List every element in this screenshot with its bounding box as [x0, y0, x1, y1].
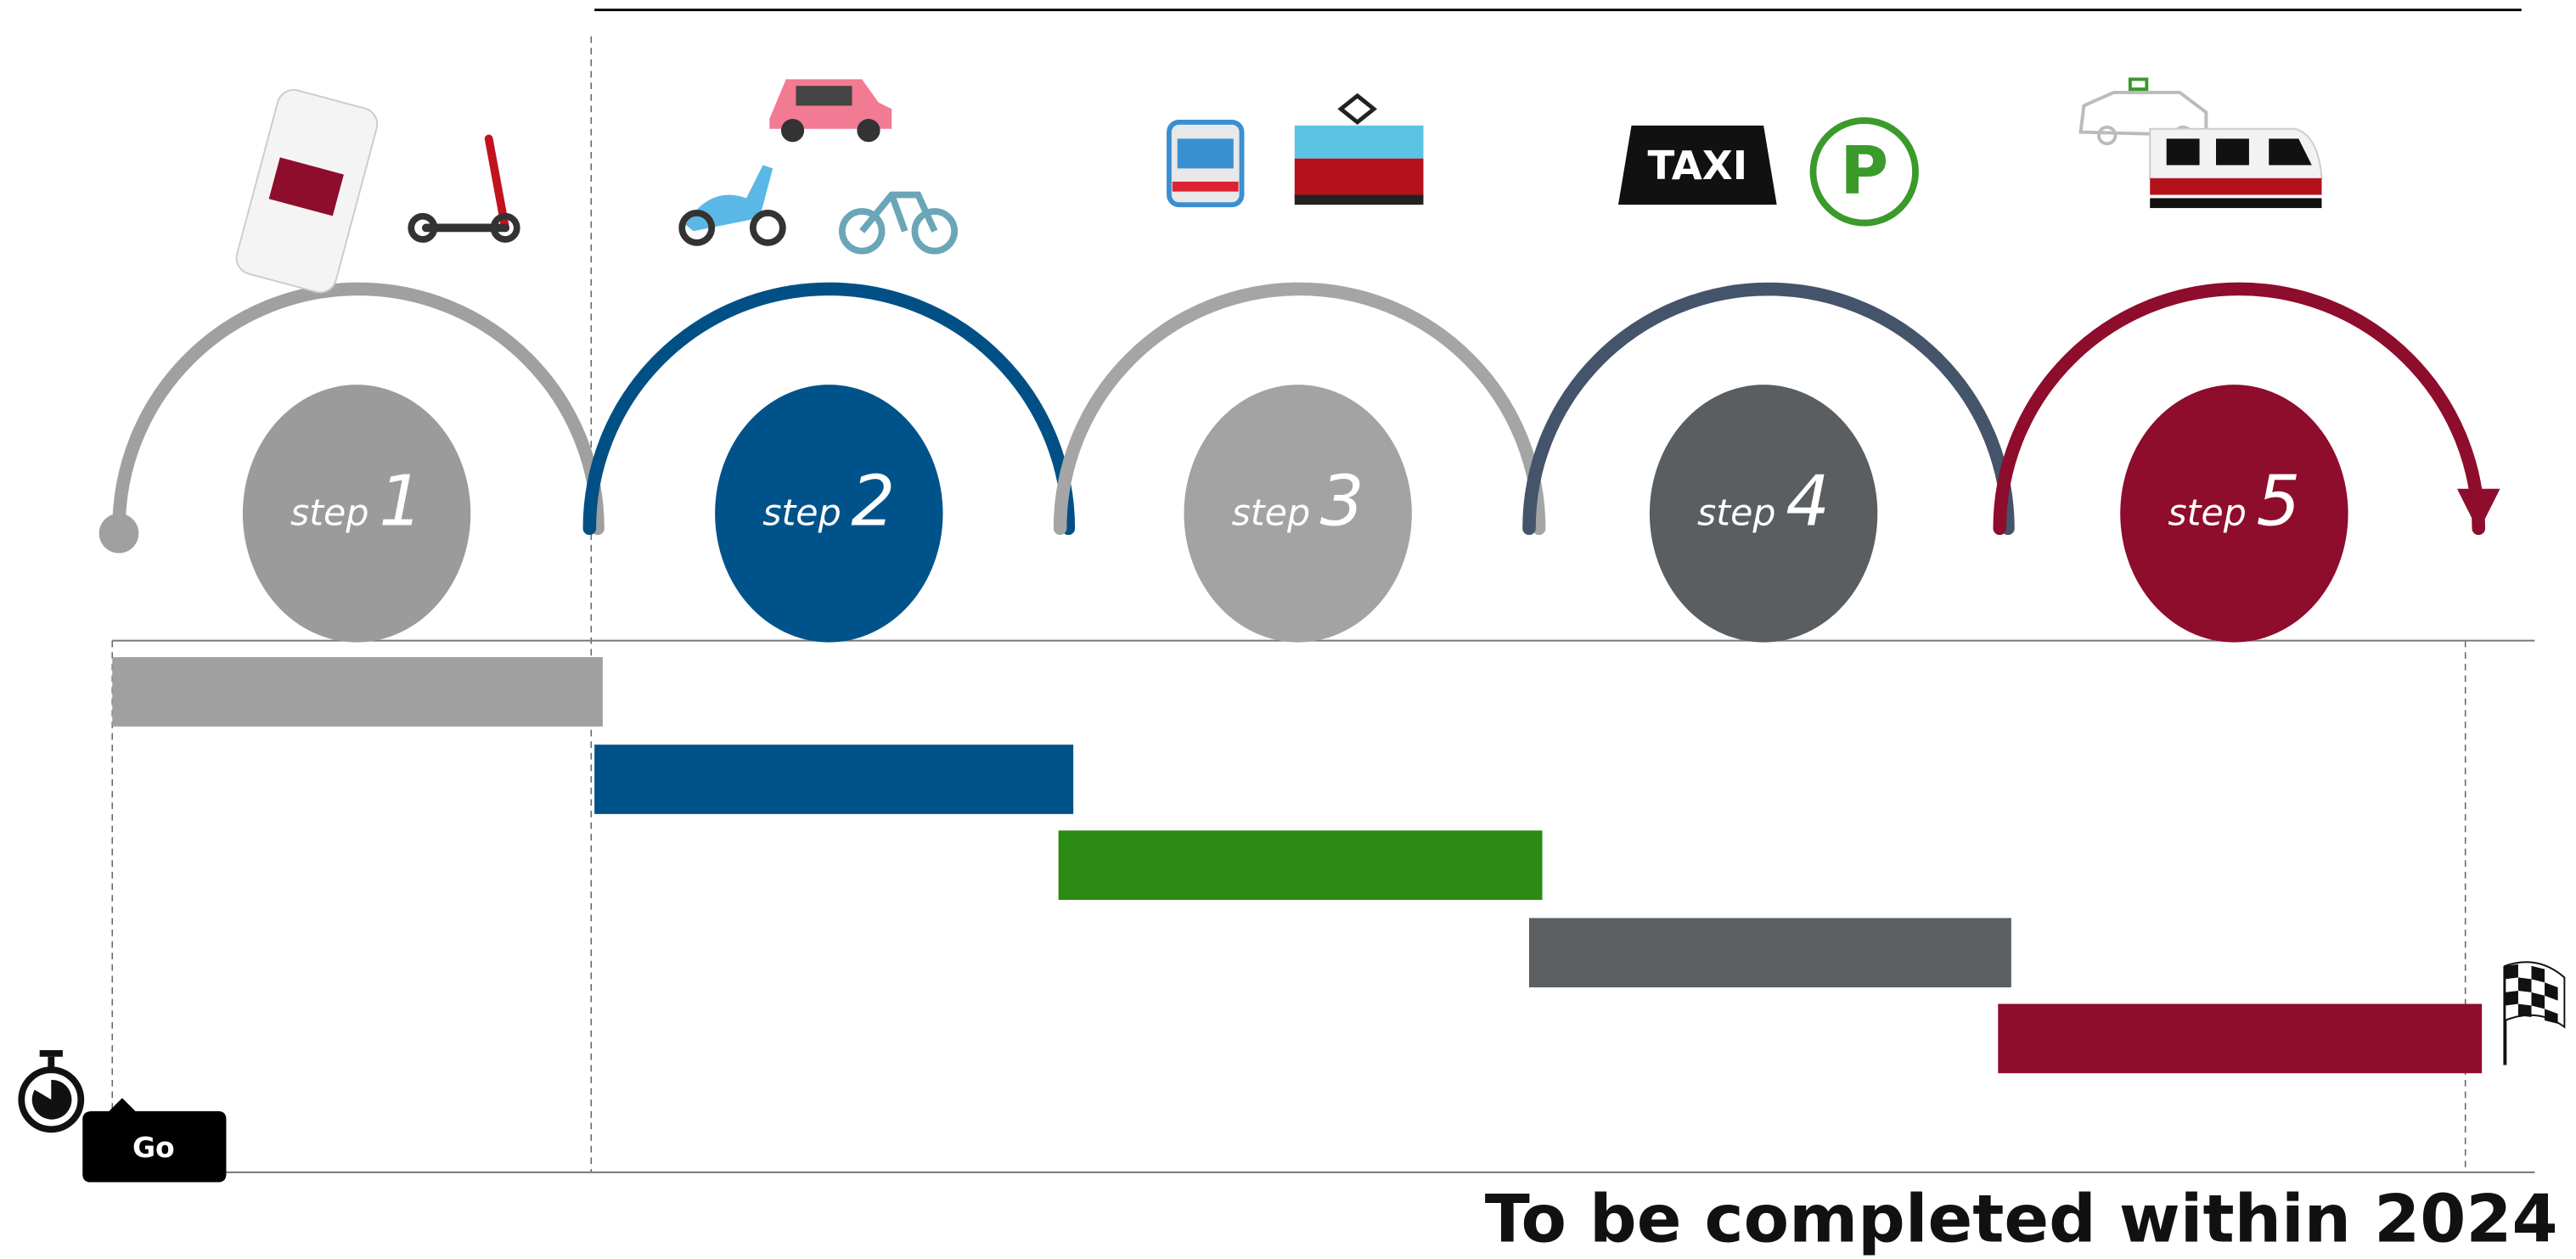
step-text: step 2 [762, 461, 895, 542]
car-icon [769, 79, 892, 143]
step-label: step [1697, 492, 1776, 534]
step-bar [1528, 918, 2011, 988]
parking-icon: P [1809, 117, 1919, 227]
step-circle [2120, 385, 2348, 643]
step-circle [1184, 385, 1412, 643]
step-label: step [762, 492, 841, 534]
bus-icon [1167, 120, 1245, 208]
step-arc [582, 282, 1076, 536]
step-number: 3 [1320, 461, 1364, 542]
step-text: step 4 [1697, 461, 1830, 542]
step-text: step 5 [2168, 461, 2300, 542]
tram-icon [1294, 93, 1424, 205]
moped-icon [678, 165, 786, 246]
footer-text: To be completed within 2024 [1485, 1182, 2558, 1258]
go-label: Go [132, 1131, 175, 1164]
parking-label: P [1840, 133, 1888, 210]
step-arc [1993, 282, 2486, 536]
step-label: step [1232, 492, 1311, 534]
step-circle [1649, 385, 1878, 643]
stopwatch-icon [18, 1049, 85, 1133]
step-text: step 3 [1232, 461, 1364, 542]
step-label: step [2168, 492, 2247, 534]
taxi-sign: TAXI [1617, 125, 1777, 205]
step-text: step 1 [290, 461, 423, 542]
step-number: 4 [1786, 461, 1830, 542]
bike-icon [838, 191, 959, 255]
arrow-head [2456, 488, 2500, 532]
step-number: 1 [379, 461, 423, 542]
step-arc [1522, 282, 2015, 536]
step-circle [242, 385, 471, 643]
step-number: 5 [2257, 461, 2301, 542]
train-icon [2149, 127, 2323, 209]
step-label: step [290, 492, 369, 534]
steps: step 1 step 2 step 3 step 4 step 5 [112, 282, 2500, 1074]
scooter-icon [408, 134, 520, 243]
go-button: Go [82, 1098, 227, 1183]
step-arc [112, 282, 605, 536]
step-arc [1053, 282, 1546, 536]
step-number: 2 [851, 461, 895, 542]
taxi-label: TAXI [1648, 143, 1748, 189]
finish-flag [2503, 961, 2566, 1065]
step-bar [594, 745, 1074, 814]
step-bar [1058, 830, 1543, 900]
phone-icon [235, 88, 379, 294]
step-bar [112, 657, 603, 727]
step-circle [715, 385, 943, 643]
step-bar [1998, 1003, 2483, 1074]
